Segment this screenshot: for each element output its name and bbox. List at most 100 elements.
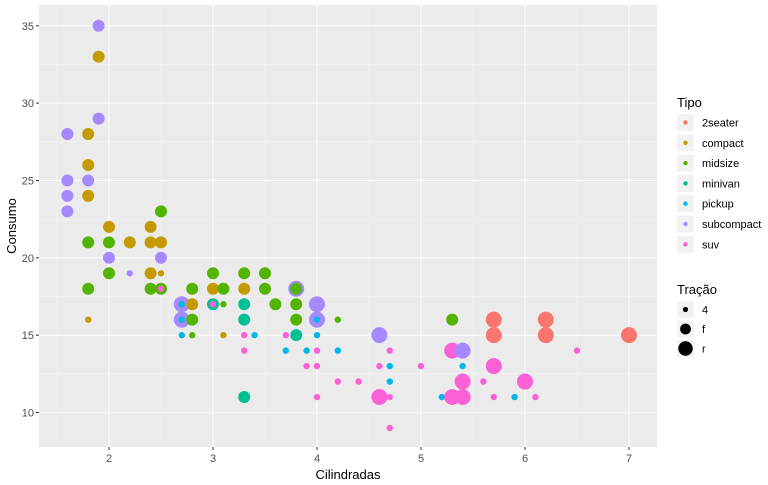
data-point (144, 220, 157, 233)
data-point (238, 313, 251, 326)
legend-item-label: 4 (702, 305, 708, 317)
data-point (103, 236, 115, 249)
x-tick-label: 7 (626, 453, 632, 465)
data-point (573, 347, 581, 354)
x-tick-label: 6 (522, 453, 528, 465)
data-point (178, 331, 185, 339)
data-point (386, 393, 393, 401)
data-point (61, 174, 74, 187)
legend-color-swatch (683, 242, 688, 247)
data-point (485, 327, 502, 344)
legend-item-label: suv (702, 239, 720, 251)
data-point (309, 296, 325, 313)
data-point (303, 362, 310, 370)
data-point (532, 393, 539, 401)
y-tick-label: 30 (22, 98, 34, 110)
legend-item-label: compact (702, 138, 744, 150)
data-point (371, 389, 388, 406)
data-point (82, 158, 95, 171)
data-point (313, 347, 321, 354)
data-point (157, 270, 165, 277)
legend-size-swatch (682, 306, 689, 313)
data-point (537, 327, 554, 344)
data-point (207, 267, 219, 280)
legend-item-label: f (702, 324, 706, 336)
data-point (313, 331, 321, 339)
data-point (282, 347, 289, 354)
data-point (220, 331, 227, 339)
data-point (290, 329, 303, 342)
data-point (376, 362, 383, 370)
data-point (459, 362, 466, 370)
data-point (123, 236, 136, 249)
legend-tracao: Tração 4 fr (677, 282, 717, 357)
data-point (92, 112, 105, 125)
data-point (290, 313, 303, 326)
legend-item-label: pickup (702, 199, 734, 211)
legend-size-swatch (680, 323, 691, 335)
data-point (454, 342, 471, 359)
data-point (61, 189, 74, 202)
x-tick-label: 2 (106, 453, 112, 465)
x-tick-label: 3 (210, 453, 216, 465)
data-point (290, 282, 303, 295)
major-gridlines (39, 5, 657, 447)
data-point (446, 313, 459, 326)
data-point (241, 331, 248, 339)
y-tick-label: 15 (22, 330, 34, 342)
data-point (85, 316, 92, 323)
legend-color-swatch (683, 221, 688, 227)
legend-color-swatch (683, 120, 688, 125)
data-point (334, 316, 341, 323)
data-point (313, 362, 321, 370)
data-point (207, 282, 219, 295)
y-tick-label: 10 (22, 408, 34, 420)
data-point (186, 298, 199, 311)
data-point (269, 298, 282, 311)
legend-tipo-title: Tipo (677, 95, 702, 110)
data-point (61, 205, 74, 218)
y-axis: 10 15 20 25 30 35 (22, 21, 39, 420)
data-point (313, 393, 321, 401)
data-point (186, 313, 199, 326)
data-point (480, 378, 487, 385)
data-point (259, 267, 271, 280)
data-point (454, 373, 471, 390)
data-point (537, 311, 554, 328)
legend-item-label: midsize (702, 158, 739, 170)
legend-item-label: minivan (702, 178, 740, 190)
plot-panel (39, 5, 657, 447)
data-point (282, 331, 289, 339)
data-point (144, 282, 157, 295)
data-point (371, 327, 388, 344)
data-point (103, 220, 115, 233)
data-point (189, 331, 196, 339)
data-point (386, 362, 393, 370)
data-point (209, 301, 217, 308)
data-point (238, 391, 251, 404)
data-point (490, 393, 497, 401)
data-point (238, 298, 251, 311)
legend-color-swatch (683, 160, 688, 166)
legend-tracao-title: Tração (677, 282, 717, 297)
data-point (290, 298, 303, 311)
data-point (334, 347, 341, 354)
minor-gridlines (39, 5, 657, 447)
data-point (313, 316, 321, 323)
y-tick-label: 25 (22, 175, 34, 187)
data-point (386, 347, 393, 354)
legend-color-swatch (683, 181, 688, 186)
data-point (386, 424, 393, 432)
data-point (238, 282, 251, 295)
legend-item-label: subcompact (702, 219, 761, 231)
data-point (511, 393, 518, 401)
data-point (103, 267, 115, 280)
data-point (241, 347, 248, 354)
y-tick-label: 20 (22, 253, 34, 265)
data-point (82, 236, 95, 249)
x-tick-label: 5 (418, 453, 424, 465)
data-point (517, 373, 533, 390)
legend-item-label: 2seater (702, 118, 739, 130)
data-point (92, 19, 105, 32)
data-point (82, 128, 95, 141)
